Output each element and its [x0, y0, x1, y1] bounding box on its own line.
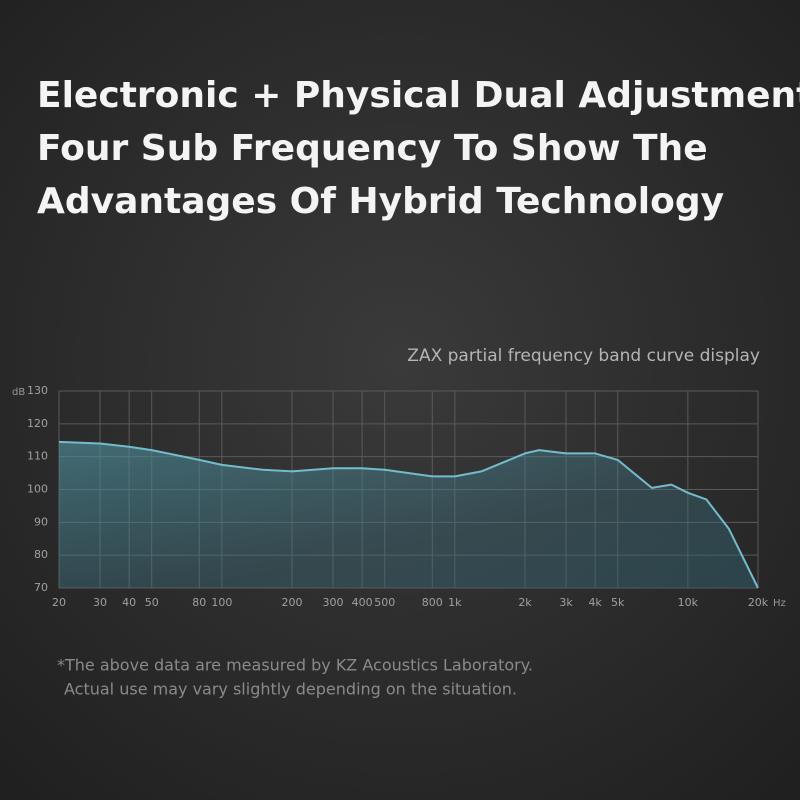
x-tick-label: 1k [448, 596, 462, 609]
title-line: Advantages Of Hybrid Technology [37, 181, 724, 222]
y-tick-label: 110 [27, 450, 48, 463]
footnote: Actual use may vary slightly depending o… [64, 680, 517, 699]
y-tick-label: 130 [27, 384, 48, 397]
x-tick-label: 3k [559, 596, 573, 609]
x-tick-label: 30 [93, 596, 107, 609]
x-tick-label: 800 [422, 596, 443, 609]
y-tick-label: 100 [27, 483, 48, 496]
x-tick-label: 20k [748, 596, 769, 609]
x-tick-label: 50 [145, 596, 159, 609]
subtitle: ZAX partial frequency band curve display [407, 346, 760, 366]
footnote: *The above data are measured by KZ Acous… [57, 656, 533, 675]
area [59, 441, 758, 588]
x-axis-label: Hz [773, 598, 786, 609]
x-tick-label: 200 [282, 596, 303, 609]
title-line: Electronic + Physical Dual Adjustment [37, 75, 800, 116]
x-tick-label: 400 [352, 596, 373, 609]
x-tick-label: 4k [588, 596, 602, 609]
y-tick-label: 80 [34, 548, 48, 561]
x-tick-label: 300 [323, 596, 344, 609]
x-tick-label: 5k [611, 596, 625, 609]
x-tick-label: 20 [52, 596, 66, 609]
y-tick-label: 90 [34, 515, 48, 528]
y-tick-label: 120 [27, 417, 48, 430]
title-line: Four Sub Frequency To Show The [37, 128, 708, 169]
x-tick-label: 10k [678, 596, 699, 609]
x-tick-label: 2k [518, 596, 532, 609]
x-tick-label: 80 [192, 596, 206, 609]
line [58, 440, 759, 589]
y-axis-label: dB [12, 387, 25, 398]
x-tick-label: 100 [211, 596, 232, 609]
y-tick-label: 70 [34, 581, 48, 594]
x-tick-label: 500 [374, 596, 395, 609]
x-tick-label: 40 [122, 596, 136, 609]
